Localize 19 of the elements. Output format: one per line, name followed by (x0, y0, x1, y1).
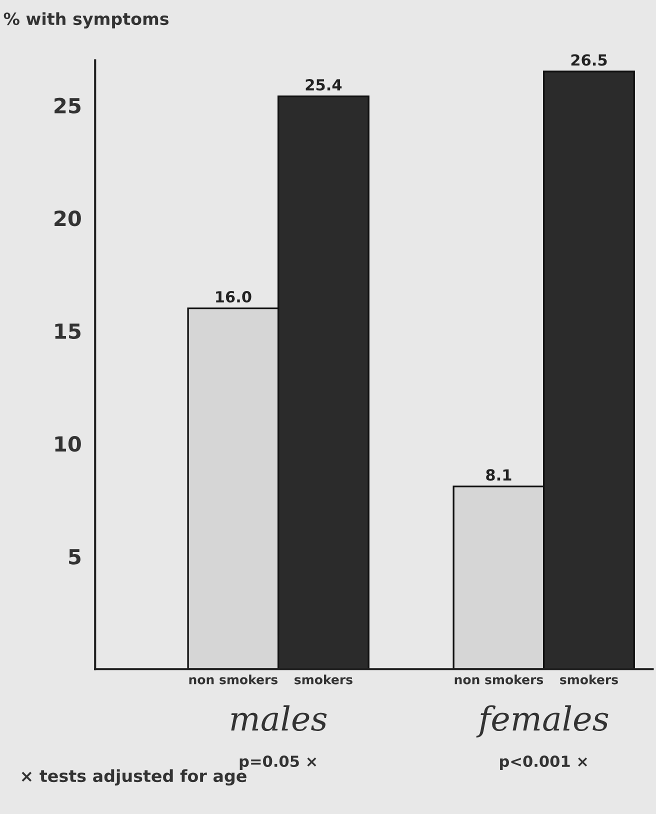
text: non smokers (454, 674, 544, 684)
data-label: 26.5 (571, 54, 607, 66)
y-tick-label: 25 (54, 98, 80, 114)
data-label: 25.4 (306, 79, 342, 91)
text: p<0.001 × (500, 755, 588, 770)
data-label: 8.1 (486, 469, 512, 481)
y-tick-label: 20 (54, 210, 81, 226)
text: smokers (560, 674, 618, 684)
text: × tests adjusted for age (22, 769, 246, 786)
y-tick-label: 15 (55, 324, 80, 340)
series-label: smokers (294, 674, 352, 684)
y-tick-label: 5 (69, 549, 80, 565)
text: p=0.05 × (240, 755, 316, 770)
data-label: 16.0 (216, 291, 252, 303)
x-tick-label: males (231, 705, 327, 732)
x-tick-label: females (476, 705, 608, 738)
y-tick-label: 10 (55, 436, 81, 452)
series-label: non smokers (189, 674, 278, 684)
y-axis-title: % with symptoms (4, 12, 169, 28)
